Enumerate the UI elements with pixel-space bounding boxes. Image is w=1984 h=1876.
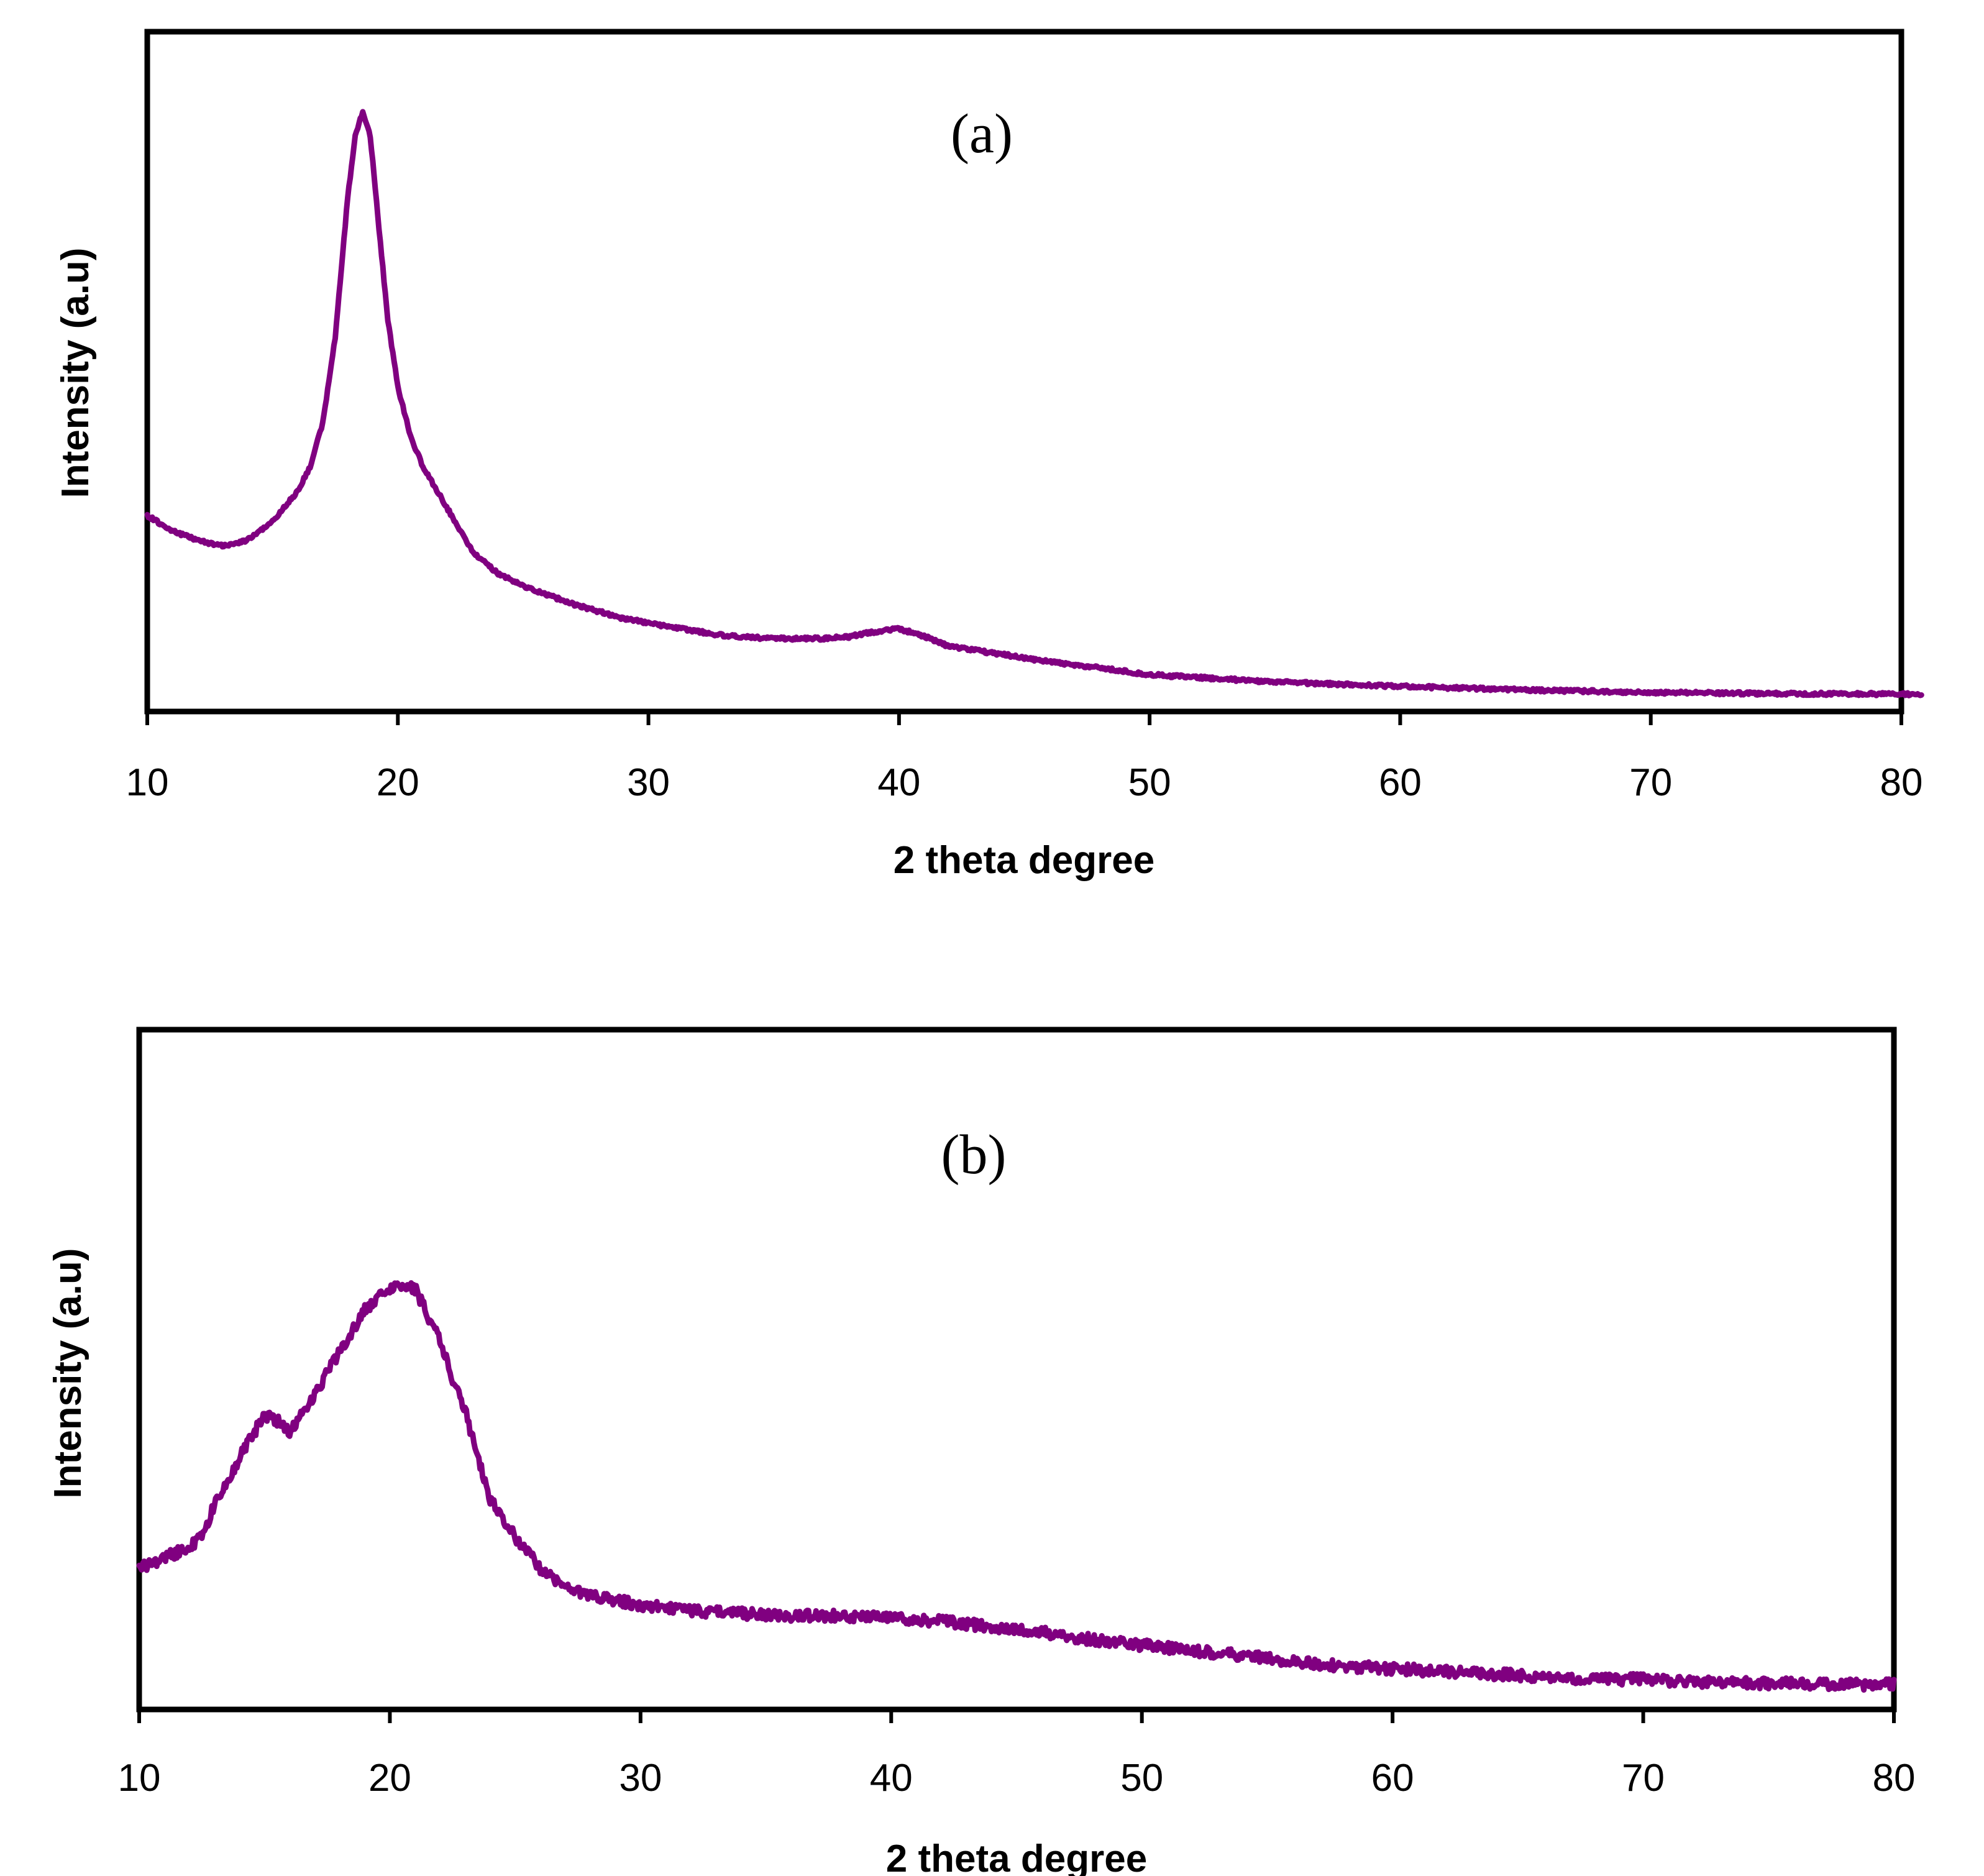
x-tick-label: 10 <box>126 761 169 804</box>
x-axis-title-b: 2 theta degree <box>886 1837 1147 1876</box>
x-axis-title-a: 2 theta degree <box>894 839 1154 882</box>
y-axis-title-b: Intensity (a.u) <box>47 1248 89 1498</box>
x-tick-label: 30 <box>627 761 670 804</box>
x-tick-label: 50 <box>1120 1757 1163 1800</box>
chart-panel-b: 10 20 30 40 50 60 70 80 (b) 2 theta degree Inte… <box>47 1027 1916 1876</box>
x-tick-label: 80 <box>1880 761 1923 804</box>
x-tick-label: 50 <box>1128 761 1171 804</box>
panel-label-b: (b) <box>941 1124 1007 1186</box>
x-tick-label: 40 <box>870 1757 913 1800</box>
x-tick-label: 80 <box>1873 1757 1916 1800</box>
y-axis-title-a: Intensity (a.u) <box>54 247 97 498</box>
plot-frame-a <box>144 29 1904 715</box>
chart-panel-a: 10 20 30 40 50 60 70 80 (a) 2 theta degree Inte… <box>54 29 1924 882</box>
x-tick-label: 70 <box>1629 761 1672 804</box>
x-tick-label: 20 <box>377 761 419 804</box>
x-axis-ticks-a: 10 20 30 40 50 60 70 80 <box>126 712 1923 804</box>
series-line-a <box>144 109 1924 698</box>
x-axis-ticks-b: 10 20 30 40 50 60 70 80 <box>118 1709 1916 1800</box>
x-tick-label: 30 <box>619 1757 662 1800</box>
x-tick-label: 10 <box>118 1757 161 1800</box>
x-tick-label: 40 <box>877 761 920 804</box>
panel-label-a: (a) <box>951 103 1013 165</box>
series-line-b <box>136 1280 1897 1693</box>
x-tick-label: 60 <box>1379 761 1422 804</box>
x-tick-label: 60 <box>1371 1757 1414 1800</box>
x-tick-label: 20 <box>368 1757 411 1800</box>
x-tick-label: 70 <box>1622 1757 1665 1800</box>
plot-frame-b <box>136 1027 1897 1713</box>
